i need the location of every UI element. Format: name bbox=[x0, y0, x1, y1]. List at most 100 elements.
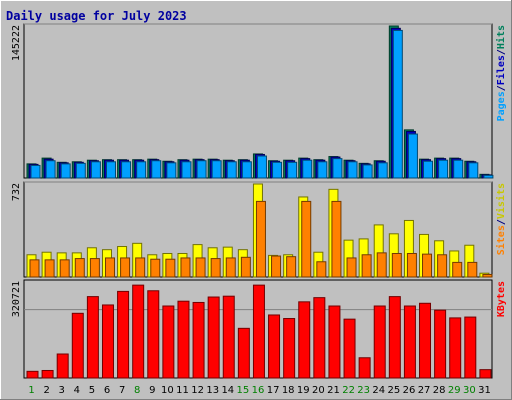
x-tick-label-day-7: 7 bbox=[119, 385, 125, 396]
bar-pages-day-9 bbox=[151, 160, 162, 179]
bar-pages-day-21 bbox=[332, 158, 343, 179]
bar-sites-day-1 bbox=[29, 259, 40, 278]
bar-pages-day-4 bbox=[75, 162, 86, 179]
bar-pages-day-28 bbox=[438, 159, 449, 179]
bar-sites-day-2 bbox=[44, 259, 55, 278]
bar-kbytes-day-25 bbox=[388, 296, 401, 379]
x-tick-label-day-30: 30 bbox=[463, 385, 476, 396]
x-tick-label-day-17: 17 bbox=[267, 385, 280, 396]
bar-sites-day-6 bbox=[104, 257, 115, 278]
y-axis-label-part: Sites bbox=[495, 225, 507, 255]
bar-sites-day-4 bbox=[74, 258, 85, 278]
bar-pages-day-22 bbox=[347, 161, 358, 179]
bar-sites-day-25 bbox=[391, 252, 402, 278]
bar-kbytes-day-20 bbox=[313, 297, 326, 379]
bar-sites-day-20 bbox=[316, 261, 327, 278]
bar-kbytes-day-4 bbox=[71, 312, 84, 379]
bar-kbytes-day-27 bbox=[419, 302, 432, 379]
bar-kbytes-day-23 bbox=[358, 357, 371, 379]
bar-sites-day-18 bbox=[286, 256, 297, 278]
x-tick-label-day-15: 15 bbox=[237, 385, 250, 396]
x-tick-label-day-22: 22 bbox=[342, 385, 355, 396]
chart-title: Daily usage for July 2023 bbox=[6, 9, 187, 23]
bar-sites-day-27 bbox=[422, 253, 433, 278]
x-tick-label-day-13: 13 bbox=[206, 385, 219, 396]
bar-pages-day-12 bbox=[196, 160, 207, 179]
y-axis-label-part: / bbox=[496, 85, 507, 91]
x-tick-label-day-24: 24 bbox=[372, 385, 385, 396]
y-tick-label: 145222 bbox=[11, 25, 22, 61]
y-axis-label: Sites/Visits bbox=[495, 183, 507, 255]
bar-kbytes-day-2 bbox=[41, 369, 54, 379]
y-tick-label: 320721 bbox=[11, 281, 22, 317]
bar-kbytes-day-10 bbox=[162, 305, 175, 379]
bar-sites-day-17 bbox=[271, 255, 282, 278]
bar-kbytes-day-9 bbox=[147, 290, 160, 379]
bar-pages-day-27 bbox=[423, 160, 434, 179]
bar-kbytes-day-1 bbox=[26, 370, 39, 379]
series-kbytes bbox=[26, 284, 492, 379]
bar-sites-day-26 bbox=[406, 252, 417, 278]
bar-sites-day-21 bbox=[331, 200, 342, 278]
bar-sites-day-31 bbox=[482, 273, 493, 278]
bar-sites-day-11 bbox=[180, 257, 191, 278]
bar-pages-day-5 bbox=[90, 161, 101, 179]
bar-sites-day-22 bbox=[346, 257, 357, 278]
bar-sites-day-19 bbox=[301, 200, 312, 278]
x-tick-label-day-12: 12 bbox=[191, 385, 204, 396]
y-axis-label-part: / bbox=[496, 219, 507, 225]
bar-pages-day-24 bbox=[377, 162, 388, 179]
bar-kbytes-day-12 bbox=[192, 301, 205, 379]
bar-pages-day-18 bbox=[287, 161, 298, 179]
bar-sites-day-12 bbox=[195, 257, 206, 278]
x-tick-label-day-11: 11 bbox=[176, 385, 189, 396]
bar-pages-day-31 bbox=[483, 174, 494, 179]
x-tick-label-day-31: 31 bbox=[478, 385, 491, 396]
bar-pages-day-19 bbox=[302, 159, 313, 179]
bar-sites-day-24 bbox=[376, 252, 387, 278]
bar-sites-day-9 bbox=[150, 258, 161, 278]
bar-kbytes-day-11 bbox=[177, 300, 190, 379]
y-axis-label-part: Files bbox=[495, 55, 507, 85]
bar-pages-day-11 bbox=[181, 161, 192, 179]
x-tick-label-day-25: 25 bbox=[388, 385, 401, 396]
bar-sites-day-23 bbox=[361, 254, 372, 278]
y-axis-label-part: / bbox=[496, 49, 507, 55]
x-tick-label-day-10: 10 bbox=[161, 385, 174, 396]
bar-kbytes-day-28 bbox=[434, 309, 447, 379]
bar-pages-day-7 bbox=[121, 161, 132, 179]
x-tick-label-day-27: 27 bbox=[418, 385, 431, 396]
bar-pages-day-14 bbox=[226, 161, 237, 179]
bar-sites-day-5 bbox=[89, 258, 100, 278]
x-tick-label-day-19: 19 bbox=[297, 385, 310, 396]
y-axis-label-part: Visits bbox=[495, 183, 507, 219]
bar-kbytes-day-18 bbox=[283, 318, 296, 379]
x-tick-label-day-20: 20 bbox=[312, 385, 325, 396]
y-axis-label: KBytes bbox=[496, 281, 507, 317]
chart-panel-2: 732 Sites/Visits bbox=[11, 181, 507, 278]
y-tick-label: 732 bbox=[11, 183, 22, 201]
bar-kbytes-day-16 bbox=[252, 284, 265, 379]
bar-pages-day-6 bbox=[105, 161, 116, 179]
x-tick-label-day-8: 8 bbox=[134, 385, 140, 396]
bar-pages-day-13 bbox=[211, 160, 222, 179]
x-tick-label-day-18: 18 bbox=[282, 385, 295, 396]
series-pages bbox=[30, 29, 494, 179]
bar-kbytes-day-5 bbox=[86, 296, 99, 379]
bar-pages-day-10 bbox=[166, 162, 177, 179]
chart-panels: 145222Pages/Files/Hits732Sites/Visits320… bbox=[11, 23, 507, 379]
bar-pages-day-8 bbox=[136, 161, 147, 179]
bar-kbytes-day-3 bbox=[56, 353, 69, 379]
x-tick-label-day-3: 3 bbox=[59, 385, 65, 396]
bar-sites-day-29 bbox=[452, 261, 463, 278]
bar-kbytes-day-30 bbox=[464, 316, 477, 379]
bar-pages-day-30 bbox=[468, 162, 479, 179]
bar-pages-day-26 bbox=[407, 133, 418, 179]
x-tick-label-day-23: 23 bbox=[357, 385, 370, 396]
bar-kbytes-day-17 bbox=[268, 314, 281, 379]
x-tick-label-day-6: 6 bbox=[104, 385, 110, 396]
bar-pages-day-16 bbox=[256, 155, 267, 179]
x-tick-label-day-2: 2 bbox=[43, 385, 49, 396]
